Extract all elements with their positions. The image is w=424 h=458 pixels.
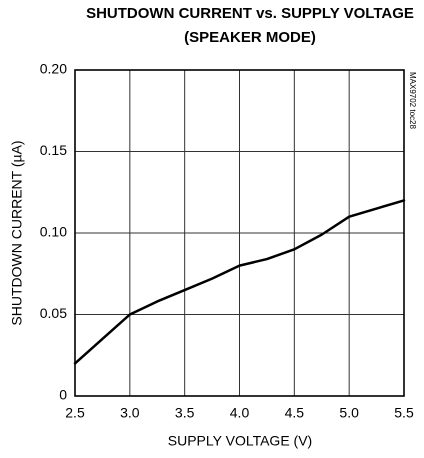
chart-title: SHUTDOWN CURRENT vs. SUPPLY VOLTAGE [86, 5, 414, 22]
x-tick-label: 4.5 [285, 405, 305, 421]
x-tick-label: 2.5 [65, 405, 85, 421]
x-tick-label: 4.0 [230, 405, 250, 421]
y-tick-label: 0.20 [40, 61, 67, 77]
y-tick-label: 0.15 [40, 142, 67, 158]
x-axis-label: SUPPLY VOLTAGE (V) [168, 433, 312, 449]
x-tick-label: 3.0 [120, 405, 140, 421]
x-tick-label: 5.0 [339, 405, 359, 421]
y-tick-label: 0.05 [40, 305, 67, 321]
plot-frame [74, 69, 405, 397]
x-tick-label: 5.5 [394, 405, 414, 421]
data-line [73, 199, 406, 365]
annotation: MAX9702 toc28 [408, 72, 417, 129]
y-axis-label: SHUTDOWN CURRENT (µA) [9, 140, 25, 325]
y-tick-label: 0.10 [40, 224, 67, 240]
y-tick-label: 0 [59, 387, 67, 403]
x-tick-label: 3.5 [175, 405, 195, 421]
chart-subtitle: (SPEAKER MODE) [184, 29, 316, 46]
